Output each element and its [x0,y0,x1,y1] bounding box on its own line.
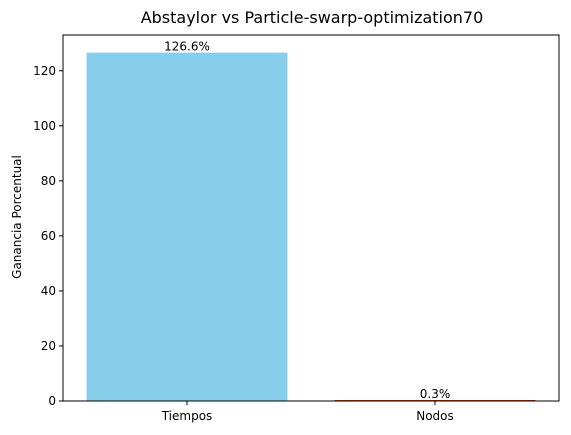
y-tick-label: 0 [48,394,56,408]
data-label: 126.6% [164,40,210,54]
plot-area: 0 20 40 60 80 100 120 Tiempos 126.6% Nodos 0.3% [33,40,536,423]
bar-tiempos [86,52,288,401]
x-tick-label: Nodos [416,409,454,423]
y-axis-label: Ganancia Porcentual [10,155,24,279]
y-tick-label: 20 [41,339,56,353]
x-tick-label: Tiempos [161,409,213,423]
y-tick-label: 100 [33,119,56,133]
y-tick-label: 80 [41,174,56,188]
chart-title: Abstaylor vs Particle-swarp-optimization… [141,8,484,27]
data-label: 0.3% [420,387,451,401]
y-tick-label: 40 [41,284,56,298]
y-tick-label: 60 [41,229,56,243]
plot-frame [62,34,560,402]
y-tick-label: 120 [33,64,56,78]
